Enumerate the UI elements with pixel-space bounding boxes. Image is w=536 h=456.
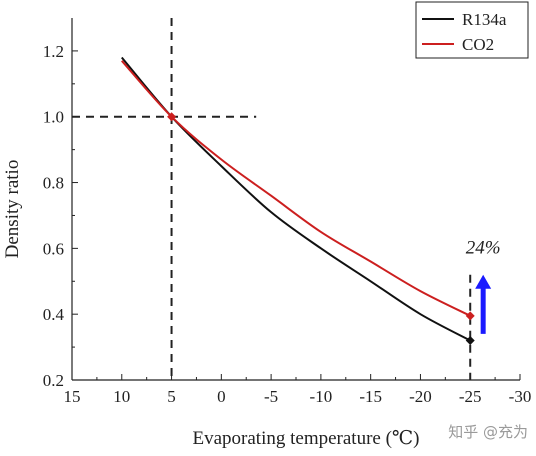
legend-label-co2: CO2 xyxy=(462,35,494,54)
legend-box xyxy=(415,1,529,59)
y-axis-title: Density ratio xyxy=(2,160,23,259)
y-tick-label: 0.4 xyxy=(43,305,65,324)
data-point-marker xyxy=(465,336,475,346)
x-tick-label: 10 xyxy=(113,387,130,406)
x-tick-label: -30 xyxy=(509,387,532,406)
data-point-marker xyxy=(167,112,177,122)
legend: R134a CO2 xyxy=(415,1,529,59)
legend-label-r134a: R134a xyxy=(462,10,507,29)
series-lines xyxy=(121,56,471,342)
y-tick-label: 0.2 xyxy=(43,371,64,390)
x-tick-label: 0 xyxy=(217,387,226,406)
y-tick-label: 0.6 xyxy=(43,239,64,258)
y-tick-label: 1.2 xyxy=(43,42,64,61)
annotations: 24% xyxy=(466,237,501,334)
x-tick-label: 15 xyxy=(64,387,81,406)
axes: 15 10 5 0 -5 -10 -15 -20 -25 -30 0.2 0.4 0.6 0.8 1.0 1.… xyxy=(2,18,531,449)
series-line-r134a xyxy=(121,56,471,342)
series-line-co2 xyxy=(121,60,471,317)
x-tick-label: -25 xyxy=(459,387,482,406)
x-tick-label: -15 xyxy=(359,387,382,406)
x-tick-label: 5 xyxy=(167,387,176,406)
y-tick-label: 1.0 xyxy=(43,108,64,127)
watermark: 知乎 @充为 xyxy=(448,423,528,441)
reference-lines xyxy=(72,18,472,380)
point-markers xyxy=(167,112,475,346)
x-tick-label: -5 xyxy=(264,387,278,406)
x-tick-label: -10 xyxy=(310,387,333,406)
x-tick-label: -20 xyxy=(409,387,432,406)
x-axis-title: Evaporating temperature (℃) xyxy=(193,428,420,449)
y-tick-label: 0.8 xyxy=(43,174,64,193)
arrow-head xyxy=(475,274,492,289)
data-point-marker xyxy=(465,311,475,321)
annotation-percent: 24% xyxy=(466,237,501,258)
